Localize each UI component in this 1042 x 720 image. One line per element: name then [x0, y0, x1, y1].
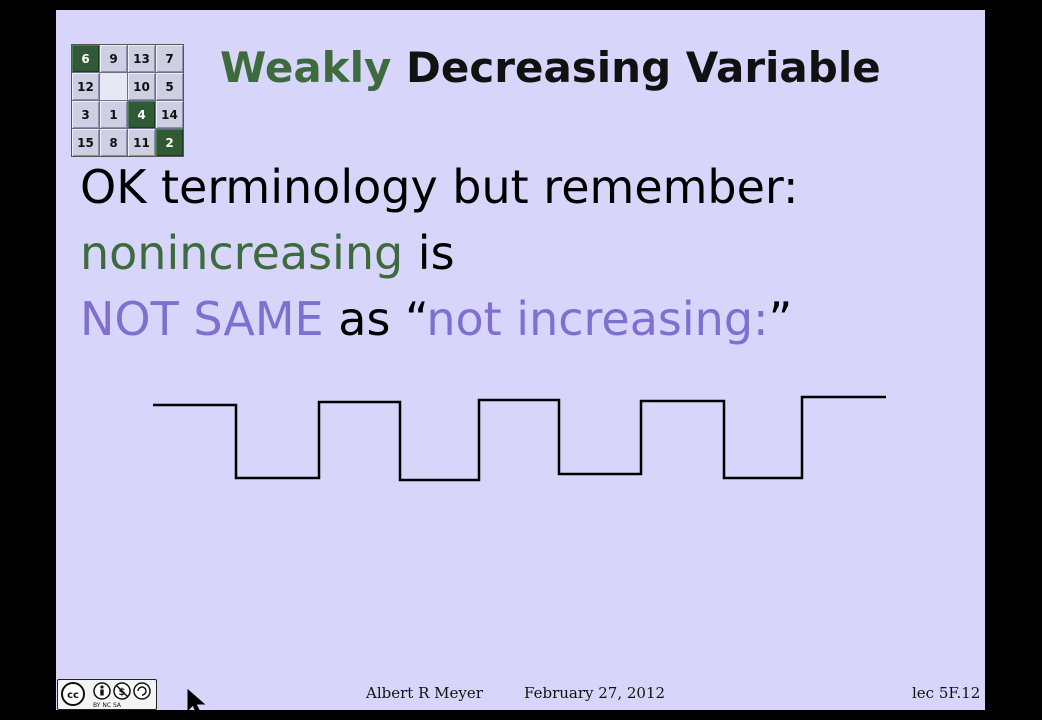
body-line-2: nonincreasing is	[80, 226, 455, 280]
puzzle-blank-tile	[100, 73, 127, 100]
title-accent: Weakly	[220, 43, 392, 92]
title-rest: Decreasing Variable	[406, 43, 881, 92]
mouse-pointer-icon	[187, 688, 206, 715]
fifteen-puzzle-graphic: 6 9 13 7 12 10 5 3 1 4 14 15 8 11 2	[71, 44, 184, 157]
puzzle-tile: 10	[128, 73, 155, 100]
line3-mid: as “	[338, 292, 427, 346]
puzzle-tile: 12	[72, 73, 99, 100]
cc-license-icon: cc $ BY NC SA	[61, 682, 151, 709]
puzzle-tile: 14	[156, 101, 183, 128]
puzzle-tile: 3	[72, 101, 99, 128]
line3-end: ”	[768, 292, 793, 346]
body-line-3: NOT SAME as “not increasing:”	[80, 292, 792, 346]
svg-text:cc: cc	[67, 690, 79, 701]
puzzle-tile: 15	[72, 129, 99, 156]
slide-background	[56, 10, 985, 710]
puzzle-tile: 4	[128, 101, 155, 128]
not-increasing-term: not increasing:	[426, 292, 769, 346]
footer-lecture-id: lec 5F.12	[912, 684, 981, 702]
slide-title: Weakly Decreasing Variable	[220, 43, 881, 92]
puzzle-tile: 2	[156, 129, 183, 156]
cc-badge-text: BY NC SA	[93, 702, 122, 709]
puzzle-tile: 7	[156, 45, 183, 72]
footer-author: Albert R Meyer	[366, 684, 483, 702]
puzzle-tile: 8	[100, 129, 127, 156]
puzzle-tile: 9	[100, 45, 127, 72]
square-wave-path	[153, 395, 886, 482]
line1-text: OK terminology but remember:	[80, 160, 799, 214]
footer-date: February 27, 2012	[524, 684, 666, 702]
body-line-1: OK terminology but remember:	[80, 160, 799, 214]
svg-text:$: $	[119, 687, 126, 698]
puzzle-tile: 1	[100, 101, 127, 128]
line2-rest: is	[417, 226, 455, 280]
creative-commons-badge: cc $ BY NC SA	[57, 679, 157, 710]
puzzle-tile: 6	[72, 45, 99, 72]
puzzle-tile: 11	[128, 129, 155, 156]
nonincreasing-term: nonincreasing	[80, 226, 404, 280]
puzzle-tile: 13	[128, 45, 155, 72]
not-same-term: NOT SAME	[80, 292, 324, 346]
puzzle-tile: 5	[156, 73, 183, 100]
